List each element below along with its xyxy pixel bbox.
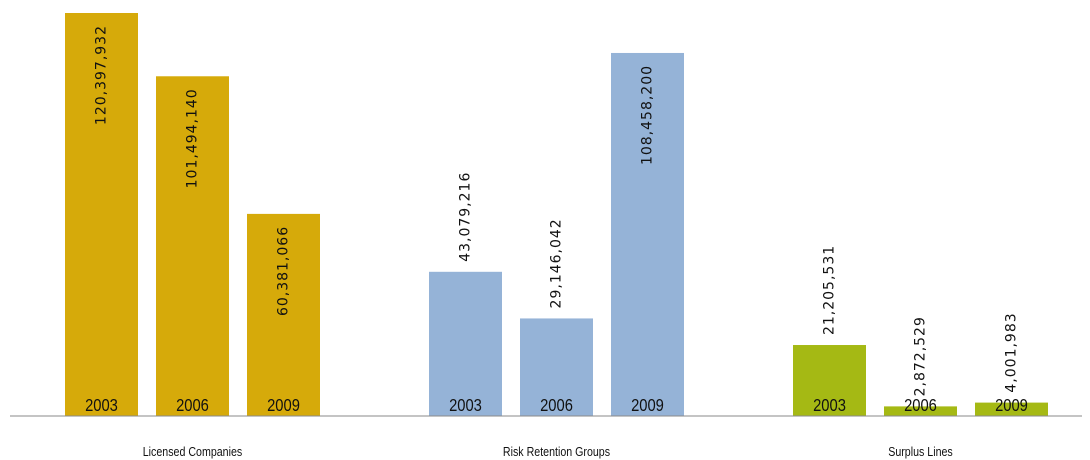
value-label: 4,001,983 xyxy=(1004,312,1020,392)
bar xyxy=(884,406,957,416)
bar xyxy=(793,345,866,416)
value-label: 108,458,200 xyxy=(640,65,656,165)
bar xyxy=(156,76,229,417)
year-label: 2006 xyxy=(540,396,573,416)
value-label: 29,146,042 xyxy=(549,218,565,308)
value-label: 60,381,066 xyxy=(276,226,292,316)
value-label: 120,397,932 xyxy=(94,25,110,125)
bar xyxy=(429,271,502,416)
group-label: Surplus Lines xyxy=(888,444,953,459)
group-label: Risk Retention Groups xyxy=(503,444,610,459)
value-label: 21,205,531 xyxy=(822,245,838,335)
year-label: 2003 xyxy=(449,396,482,416)
group-label: Licensed Companies xyxy=(143,444,243,459)
value-label: 43,079,216 xyxy=(458,172,474,262)
year-label: 2009 xyxy=(267,396,300,416)
year-label: 2009 xyxy=(995,396,1028,416)
year-label: 2003 xyxy=(813,396,846,416)
bar xyxy=(975,402,1048,416)
bars-layer xyxy=(65,13,1048,417)
bar xyxy=(65,13,138,416)
year-label: 2006 xyxy=(176,396,209,416)
bar xyxy=(611,52,684,416)
value-label: 101,494,140 xyxy=(185,88,201,188)
bar xyxy=(247,213,320,416)
labels-layer: 120,397,932 2003 101,494,140 2006 60,381,066… xyxy=(85,25,1028,459)
year-label: 2006 xyxy=(904,396,937,416)
value-label: 2,872,529 xyxy=(913,316,929,396)
year-label: 2003 xyxy=(85,396,118,416)
year-label: 2009 xyxy=(631,396,664,416)
bar xyxy=(520,318,593,416)
